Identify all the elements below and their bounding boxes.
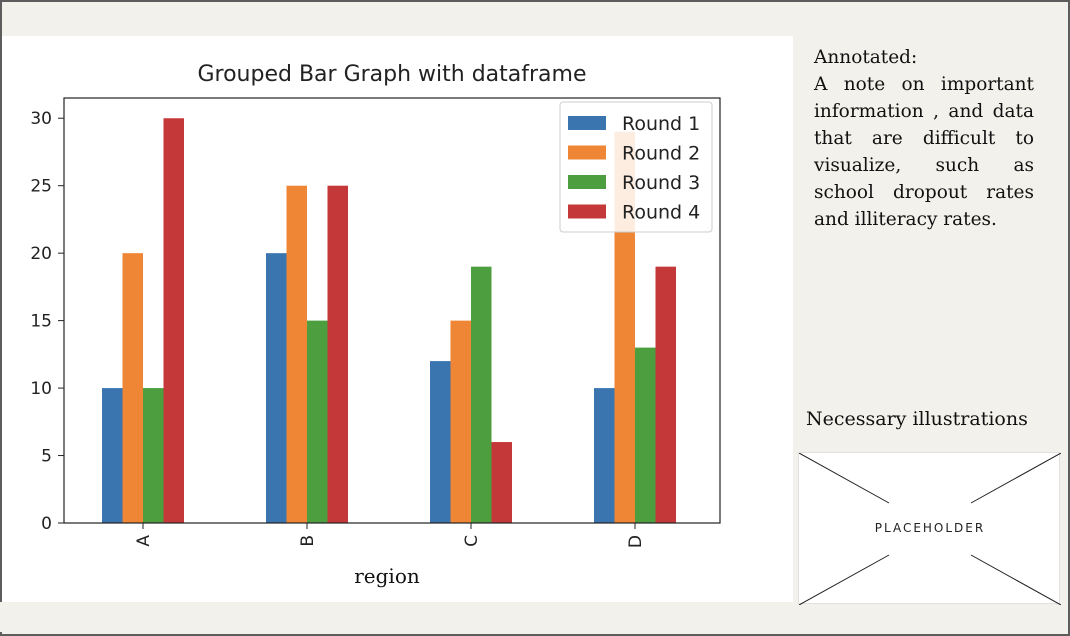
legend-box [559,101,713,233]
placeholder-text: PLACEHOLDER [874,521,986,535]
x-axis-label: region [354,564,420,588]
bar-B-round-1 [266,253,287,523]
bar-D-round-1 [594,388,615,523]
legend-swatch [568,145,606,160]
x-tick-label: A [134,535,154,547]
bar-A-round-2 [122,253,143,523]
annotation-note: Annotated: A note on important informati… [814,44,1034,233]
y-tick-label: 5 [41,447,52,467]
bar-A-round-4 [163,118,184,523]
bar-B-round-2 [286,185,307,523]
plot-frame [63,97,721,524]
y-tick-label: 30 [30,109,52,129]
legend-swatch [568,175,606,189]
illustration-placeholder: PLACEHOLDER [798,452,1061,605]
legend-label: Round 2 [622,143,700,165]
bar-C-round-2 [450,320,471,523]
y-tick-label: 10 [30,379,52,399]
legend-swatch [568,204,606,219]
y-tick-label: 15 [30,312,52,332]
x-tick-label: C [462,535,482,547]
bar-C-round-4 [491,442,512,523]
chart-panel: Grouped Bar Graph with dataframe 0 5 10 15 2… [2,36,793,602]
bar-B-round-3 [307,320,328,523]
annotation-heading: Annotated: [814,47,918,68]
legend-label: Round 1 [622,113,700,135]
bar-C-round-3 [471,266,492,523]
bar-A-round-3 [143,388,164,523]
legend-swatch [568,116,606,130]
y-tick-label: 0 [41,514,52,534]
bar-C-round-1 [430,361,451,523]
x-tick-label: D [626,535,646,548]
x-tick-label: B [298,535,318,547]
bottom-strip [0,602,1066,632]
bar-D-round-4 [655,266,676,523]
chart-title: Grouped Bar Graph with dataframe [197,62,587,87]
legend-label: Round 3 [622,172,700,194]
legend-label: Round 4 [622,202,700,224]
grouped-bar-chart: 0 5 10 15 20 25 30 A B C D Round 1 Round 2 Round 3 Rou… [30,97,721,548]
placeholder-cross-icon [799,453,1061,605]
illustrations-label: Necessary illustrations [806,408,1028,430]
bar-A-round-1 [102,388,123,523]
y-tick-label: 25 [30,177,52,197]
bar-D-round-3 [635,347,656,523]
bar-B-round-4 [327,185,348,523]
y-tick-label: 20 [30,244,52,264]
annotation-body: A note on important information , and da… [814,74,1034,230]
